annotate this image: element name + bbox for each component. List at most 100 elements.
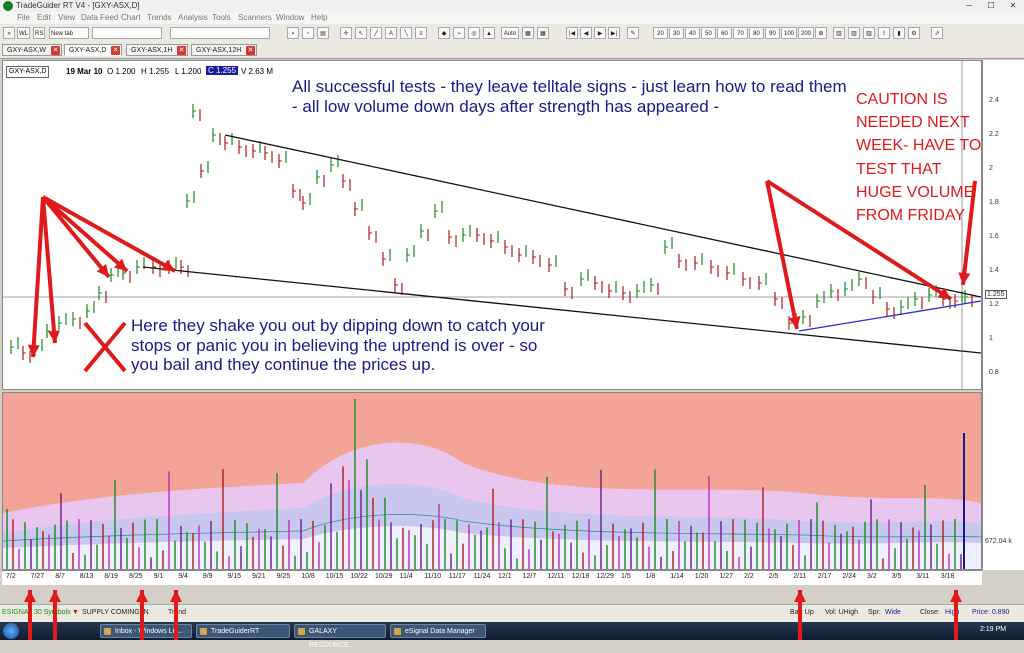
tab-gxy-daily[interactable]: GXY-ASX,D ✕ — [64, 44, 122, 56]
zoom-80[interactable]: 80 — [749, 27, 764, 39]
tab-gxy-1h[interactable]: GXY-ASX,1H ✕ — [126, 44, 188, 56]
text-icon[interactable]: A — [385, 27, 397, 39]
tab-label: GXY-ASX,D — [69, 47, 107, 54]
cursor-icon[interactable]: ↖ — [355, 27, 367, 39]
zoom-20[interactable]: 20 — [653, 27, 668, 39]
scan-icon[interactable]: ◎ — [468, 27, 480, 39]
settings-icon[interactable]: ⚙ — [908, 27, 920, 39]
taskbar-item-tradeguider[interactable]: TradeGuiderRT — [196, 624, 290, 638]
close-icon[interactable]: ✕ — [51, 46, 60, 55]
date-tick: 10/15 — [325, 573, 344, 580]
line-icon[interactable]: ╲ — [400, 27, 412, 39]
zoom-60[interactable]: 60 — [717, 27, 732, 39]
taskbar-item-esignal[interactable]: eSignal Data Manager — [390, 624, 486, 638]
indicator-icon[interactable]: ⌁ — [453, 27, 465, 39]
taskbar-item-inbox[interactable]: Inbox - Windows Liv... — [100, 624, 192, 638]
fib-icon[interactable]: ≡ — [415, 27, 427, 39]
start-button[interactable] — [3, 623, 19, 639]
menu-window[interactable]: Window — [276, 13, 305, 22]
close-icon[interactable]: ✕ — [246, 46, 255, 55]
zoom-70[interactable]: 70 — [733, 27, 748, 39]
volume-icon[interactable]: ▮ — [893, 27, 905, 39]
menu-edit[interactable]: Edit — [37, 13, 51, 22]
volume-pane[interactable] — [2, 392, 982, 570]
layout-select[interactable] — [170, 27, 270, 39]
red-arrow-head — [114, 258, 127, 271]
candles-icon[interactable]: ▥ — [863, 27, 875, 39]
export-icon[interactable]: ⇗ — [931, 27, 943, 39]
chart-icon[interactable]: ▥ — [833, 27, 845, 39]
bars-icon[interactable]: ▥ — [848, 27, 860, 39]
chart-high: H 1.255 — [141, 67, 170, 76]
zoom-icon[interactable]: ⊕ — [815, 27, 827, 39]
close-label: Close: — [920, 609, 940, 616]
zoom-200[interactable]: 200 — [798, 27, 814, 39]
close-icon[interactable]: ✕ — [177, 46, 186, 55]
crosshair-icon[interactable]: ✛ — [340, 27, 352, 39]
red-arrow — [31, 196, 45, 358]
volume-red-arrow-head — [794, 590, 806, 602]
chevron-double-right-icon[interactable]: » — [3, 27, 15, 39]
prev-icon[interactable]: ◀ — [580, 27, 592, 39]
table-icon[interactable]: ▦ — [522, 27, 534, 39]
print-icon[interactable]: ▤ — [317, 27, 329, 39]
next-icon[interactable]: ▶ — [594, 27, 606, 39]
first-icon[interactable]: |◀ — [566, 27, 578, 39]
taskbar-item-galaxy[interactable]: GALAXY RESOURCE... — [294, 624, 386, 649]
volume-red-arrow-head — [49, 590, 61, 602]
open-icon[interactable]: ▫ — [302, 27, 314, 39]
close-icon[interactable]: ✕ — [111, 46, 120, 55]
chart-tabs: GXY-ASX,W ✕ GXY-ASX,D ✕ GXY-ASX,1H ✕ GXY… — [0, 42, 1024, 59]
zoom-30[interactable]: 30 — [669, 27, 684, 39]
date-tick: 2/17 — [817, 573, 832, 580]
menu-trends[interactable]: Trends — [147, 13, 172, 22]
relative-strength-button[interactable]: RS — [33, 27, 46, 39]
date-tick: 9/9 — [202, 573, 213, 580]
support-trendline — [798, 300, 981, 332]
draw-icon[interactable]: ╱ — [370, 27, 382, 39]
minimize-button[interactable]: ─ — [966, 1, 972, 10]
zoom-50[interactable]: 50 — [701, 27, 716, 39]
color-icon[interactable]: ◆ — [438, 27, 450, 39]
date-tick: 9/15 — [227, 573, 242, 580]
maximize-button[interactable]: ☐ — [987, 1, 995, 10]
last-icon[interactable]: ▶| — [608, 27, 620, 39]
symbol-input[interactable] — [92, 27, 162, 39]
pencil-icon[interactable]: ✎ — [627, 27, 639, 39]
zoom-40[interactable]: 40 — [685, 27, 700, 39]
close-button[interactable]: ✕ — [1009, 1, 1017, 10]
menu-data-feed[interactable]: Data Feed — [81, 13, 119, 22]
volume-red-arrow-head — [170, 590, 182, 602]
status-bar: ESIGNAL 30 Symbols ▼ SUPPLY COMING IN Tr… — [0, 604, 1024, 623]
red-arrow — [41, 195, 129, 273]
menu-scanners[interactable]: Scanners — [238, 13, 272, 22]
date-tick: 11/24 — [473, 573, 491, 580]
grid-icon[interactable]: ▦ — [537, 27, 549, 39]
tab-gxy-12h[interactable]: GXY-ASX,12H ✕ — [191, 44, 257, 56]
new-tab-button[interactable]: New tab — [49, 27, 89, 39]
date-tick: 10/29 — [375, 573, 393, 580]
pin-icon[interactable]: ▲ — [483, 27, 495, 39]
spr-value: Wide — [885, 609, 901, 616]
auto-button[interactable]: Auto — [501, 27, 519, 39]
tab-gxy-weekly[interactable]: GXY-ASX,W ✕ — [2, 44, 62, 56]
price-chart-pane[interactable] — [2, 60, 982, 390]
save-icon[interactable]: ▪ — [287, 27, 299, 39]
trend-status[interactable]: Trend — [168, 609, 187, 616]
menu-chart[interactable]: Chart — [121, 13, 141, 22]
zoom-90[interactable]: 90 — [765, 27, 780, 39]
zoom-100[interactable]: 100 — [781, 27, 797, 39]
date-tick: 12/7 — [522, 573, 537, 580]
menu-tools[interactable]: Tools — [212, 13, 231, 22]
menu-analysis[interactable]: Analysis — [178, 13, 208, 22]
menu-view[interactable]: View — [58, 13, 76, 22]
date-tick: 12/18 — [571, 573, 590, 580]
red-arrow — [765, 180, 799, 330]
menu-help[interactable]: Help — [311, 13, 328, 22]
menu-file[interactable]: File — [17, 13, 30, 22]
line-chart-icon[interactable]: ⌇ — [878, 27, 890, 39]
date-tick: 1/5 — [621, 573, 631, 580]
signal-status[interactable]: SUPPLY COMING IN — [82, 609, 149, 616]
watchlist-button[interactable]: WL — [17, 27, 30, 39]
annotation-caution: CAUTION IS NEEDED NEXT WEEK- HAVE TO TES… — [856, 91, 982, 224]
